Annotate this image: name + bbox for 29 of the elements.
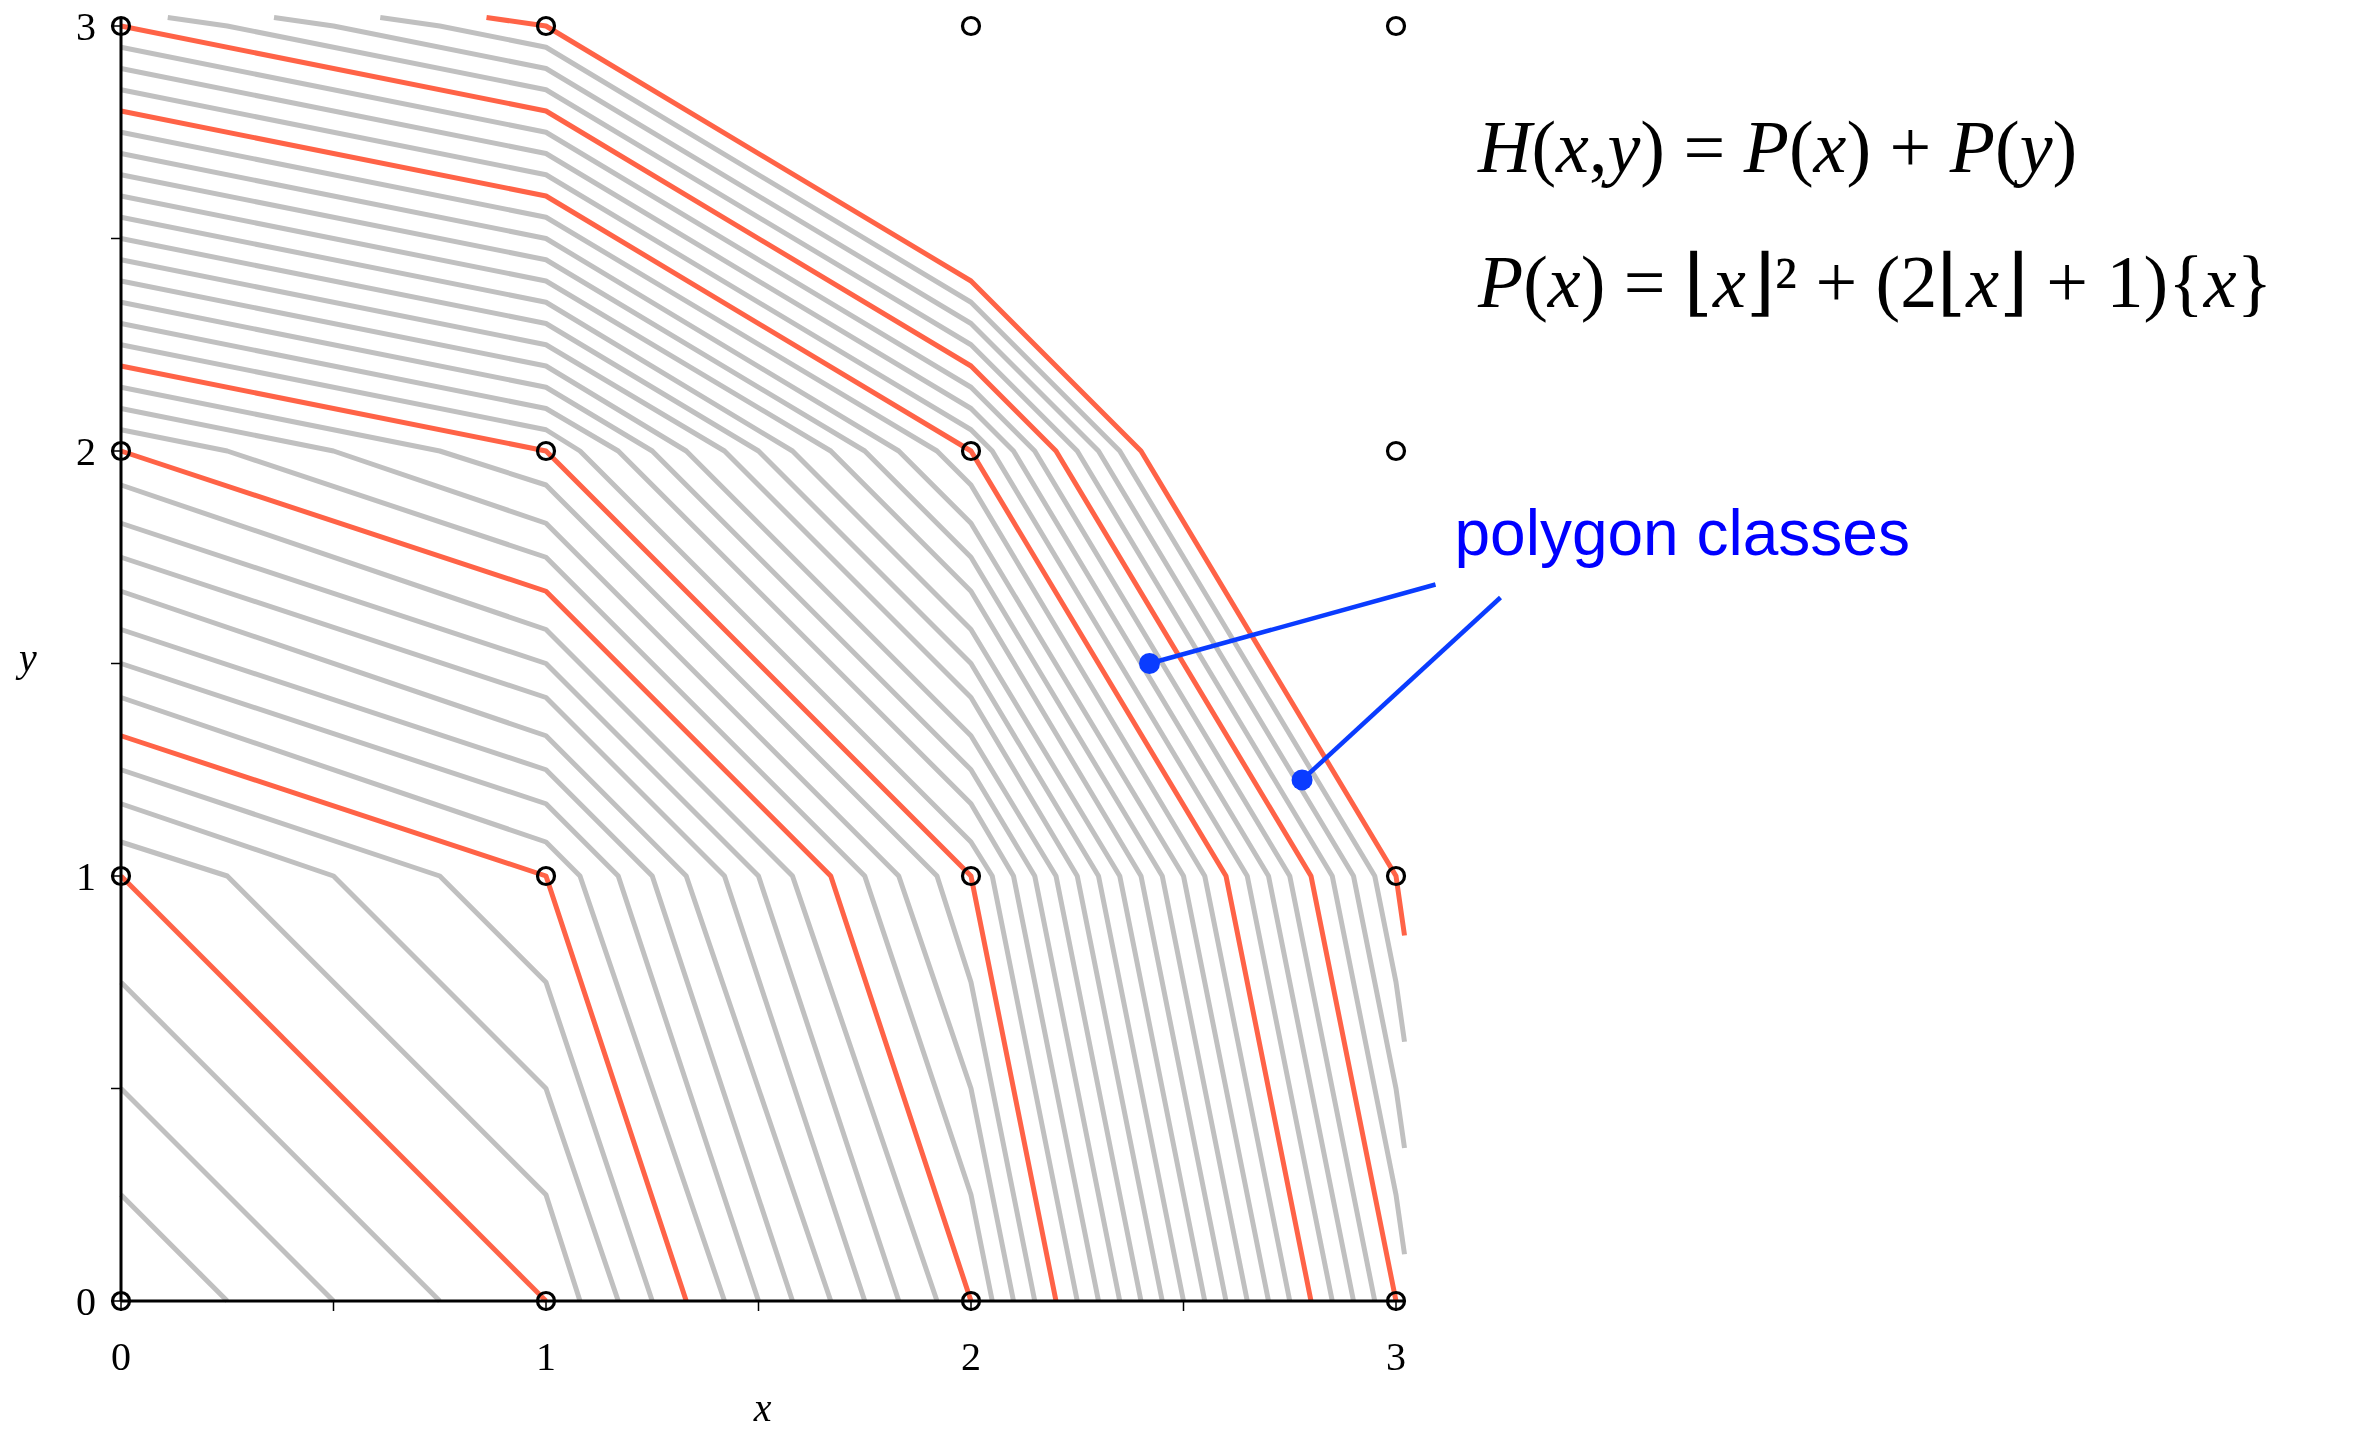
- text: H(x,y) = P(x) + P(y): [1478, 106, 2078, 188]
- point: [535, 865, 557, 887]
- y-tick-label: 2: [76, 429, 96, 474]
- y-axis-title: y: [15, 635, 38, 681]
- point: [110, 865, 132, 887]
- point: [960, 15, 982, 37]
- x-tick-label: 3: [1386, 1334, 1406, 1379]
- point: [110, 440, 132, 462]
- x-tick-label: 0: [111, 1334, 131, 1379]
- x-tick-label: 1: [536, 1334, 556, 1379]
- point: [1385, 1290, 1407, 1312]
- x-axis-title: x: [752, 1385, 772, 1430]
- point: [110, 15, 132, 37]
- annotation: polygon classes: [1454, 496, 1910, 569]
- point: [1385, 440, 1407, 462]
- y-tick-label: 3: [76, 4, 96, 49]
- point: [535, 440, 557, 462]
- point: [535, 15, 557, 37]
- point: [960, 440, 982, 462]
- y-tick-label: 1: [76, 854, 96, 899]
- y-tick-label: 0: [76, 1279, 96, 1324]
- point: [535, 1290, 557, 1312]
- point: [110, 1290, 132, 1312]
- text: P(x) = ⌊x⌋² + (2⌊x⌋ + 1){x}: [1478, 241, 2273, 323]
- x-tick-label: 2: [961, 1334, 981, 1379]
- point: [960, 1290, 982, 1312]
- point: [1385, 15, 1407, 37]
- point: [960, 865, 982, 887]
- point: [1385, 865, 1407, 887]
